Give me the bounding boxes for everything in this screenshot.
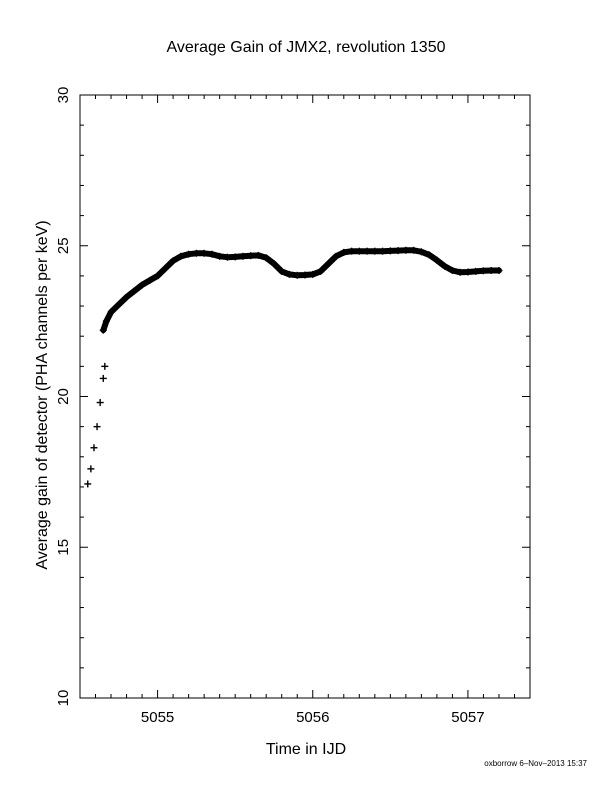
data-point bbox=[99, 374, 107, 382]
y-tick-label: 20 bbox=[55, 388, 72, 405]
x-tick-label: 5056 bbox=[296, 709, 329, 726]
data-points bbox=[84, 246, 503, 488]
y-tick-label: 10 bbox=[55, 690, 72, 707]
y-tick-label: 25 bbox=[55, 237, 72, 254]
data-point bbox=[93, 423, 101, 431]
data-point bbox=[101, 362, 109, 370]
data-point bbox=[87, 465, 95, 473]
x-tick-label: 5057 bbox=[451, 709, 484, 726]
footer-credit: oxborrow 6–Nov–2013 15:37 bbox=[484, 759, 587, 768]
data-point bbox=[84, 480, 92, 488]
chart-title: Average Gain of JMX2, revolution 1350 bbox=[167, 39, 446, 56]
data-point bbox=[96, 399, 104, 407]
y-axis-label: Average gain of detector (PHA channels p… bbox=[34, 220, 51, 569]
y-axis-ticks: 10 15 20 25 30 bbox=[55, 87, 530, 707]
series-trace bbox=[100, 247, 502, 334]
x-axis-label: Time in IJD bbox=[266, 741, 346, 758]
x-axis-ticks: 5055 5056 5057 bbox=[79, 95, 531, 726]
x-tick-label: 5055 bbox=[141, 709, 174, 726]
y-tick-label: 30 bbox=[55, 87, 72, 104]
data-point bbox=[90, 444, 98, 452]
plot-frame bbox=[79, 94, 531, 699]
y-tick-label: 15 bbox=[55, 539, 72, 556]
